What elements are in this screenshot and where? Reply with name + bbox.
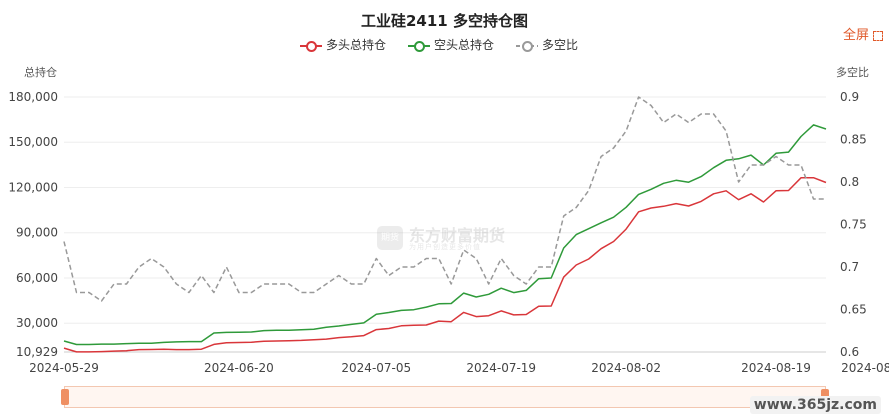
watermark-sub: 为用户创造更多价值 [409, 243, 481, 251]
series-line-short [63, 124, 827, 346]
y-right-tick-label: 0.6 [840, 345, 859, 359]
series-line-ratio [63, 96, 826, 302]
y-left-axis-title: 总持仓 [24, 66, 57, 79]
y-right-tick-label: 0.8 [840, 175, 859, 189]
y-left-tick-label: 180,000 [8, 90, 58, 104]
x-tick-label: 2024-07-05 [341, 361, 411, 375]
x-tick-label: 2024-08-30 [841, 361, 889, 375]
y-left-tick-label: 60,000 [16, 271, 58, 285]
chart-title: 工业硅2411 多空持仓图 [361, 12, 528, 30]
legend-swatch-short [408, 40, 430, 52]
x-tick-label: 2024-05-29 [29, 361, 99, 375]
y-right-tick-label: 0.9 [840, 90, 859, 104]
fullscreen-label: 全屏 [842, 28, 869, 43]
y-left-tick-label: 150,000 [8, 135, 58, 149]
fullscreen-button[interactable]: 全屏 [843, 24, 883, 43]
axes: 10,929 30,000 60,000 90,000 120,000 150,000 18… [8, 90, 889, 375]
watermark-name: 东方财富期货 [409, 226, 506, 245]
watermark-badge: 期货 [377, 226, 403, 250]
legend-swatch-long [300, 40, 322, 52]
y-right-tick-label: 0.85 [840, 133, 867, 147]
y-right-tick-label: 0.65 [840, 303, 867, 317]
y-right-tick-label: 0.7 [840, 260, 859, 274]
series-lines [63, 96, 827, 353]
fullscreen-icon [873, 30, 883, 41]
grid-lines [64, 96, 826, 353]
x-tick-label: 2024-08-19 [741, 361, 811, 375]
zoom-slider[interactable] [61, 386, 829, 408]
watermark: 期货 东方财富期货 为用户创造更多价值 [377, 222, 517, 252]
series-line-long [63, 176, 827, 353]
slider-handle-left[interactable] [61, 389, 69, 405]
x-tick-label: 2024-06-20 [204, 361, 274, 375]
legend-item-long[interactable]: 多头总持仓 [300, 36, 386, 53]
y-left-tick-label: 120,000 [8, 180, 58, 194]
x-tick-label: 2024-07-19 [466, 361, 536, 375]
y-left-tick-label: 30,000 [16, 316, 58, 330]
y-left-tick-label: 90,000 [16, 226, 58, 240]
legend-label-long: 多头总持仓 [326, 38, 387, 52]
legend-item-short[interactable]: 空头总持仓 [408, 36, 494, 53]
x-tick-label: 2024-08-02 [591, 361, 661, 375]
legend-item-ratio[interactable]: 多空比 [516, 36, 578, 53]
legend-swatch-ratio [516, 40, 538, 52]
y-right-tick-label: 0.75 [840, 218, 867, 232]
y-left-tick-label: 10,929 [16, 345, 58, 359]
legend-label-short: 空头总持仓 [434, 38, 495, 52]
site-watermark: www.365jz.com [749, 396, 881, 414]
legend-label-ratio: 多空比 [542, 38, 579, 52]
y-right-axis-title: 多空比 [836, 66, 869, 79]
